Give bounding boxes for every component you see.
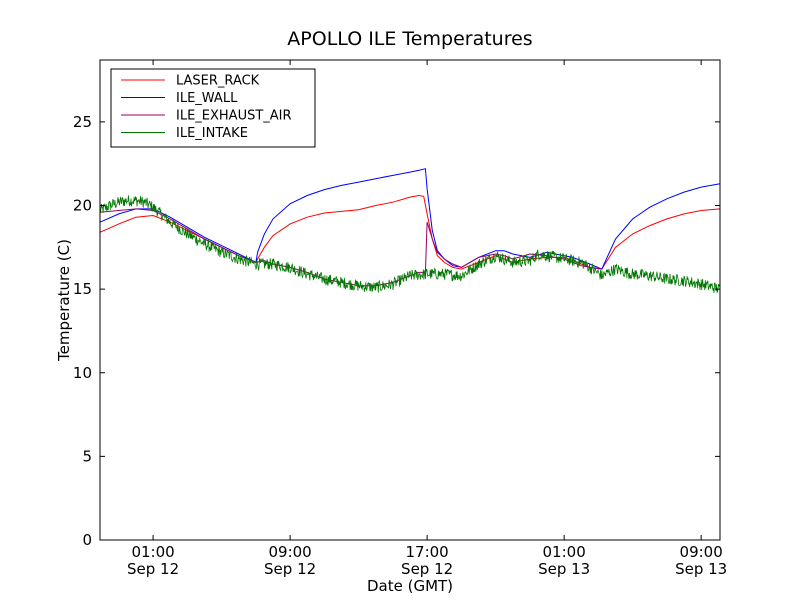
- x-tick-label-date: Sep 12: [401, 560, 453, 578]
- x-tick-label-time: 01:00: [131, 543, 174, 561]
- x-tick-label-date: Sep 13: [675, 560, 727, 578]
- legend: LASER_RACK ILE_WALL ILE_EXHAUST_AIR ILE_INT…: [110, 68, 316, 148]
- legend-label: LASER_RACK: [176, 74, 260, 89]
- series-line-ile-intake: [99, 195, 721, 294]
- legend-label: ILE_INTAKE: [176, 126, 248, 141]
- x-tick-label-time: 09:00: [680, 543, 723, 561]
- y-tick-label: 10: [73, 364, 92, 382]
- plot-frame: [99, 59, 721, 541]
- y-axis-label: Temperature (C): [55, 239, 73, 362]
- x-axis-label: Date (GMT): [367, 577, 453, 595]
- chart-title: APOLLO ILE Temperatures: [287, 28, 532, 50]
- x-tick-label-time: 01:00: [543, 543, 586, 561]
- series-line-ile-wall: [99, 168, 721, 270]
- series-layer: [99, 168, 721, 294]
- legend-label: ILE_WALL: [176, 91, 238, 106]
- x-tick-label-date: Sep 12: [127, 560, 179, 578]
- series-line-ile-exhaust-air: [99, 208, 602, 287]
- x-tick-label-time: 09:00: [268, 543, 311, 561]
- legend-label: ILE_EXHAUST_AIR: [176, 109, 292, 124]
- x-tick-label-date: Sep 12: [264, 560, 316, 578]
- x-tick-label-time: 17:00: [406, 543, 449, 561]
- y-tick-label: 25: [73, 113, 92, 131]
- legend-box: [110, 68, 316, 148]
- y-tick-label: 15: [73, 280, 92, 298]
- x-tick-label-date: Sep 13: [538, 560, 590, 578]
- y-tick-label: 20: [73, 197, 92, 215]
- y-tick-label: 0: [82, 531, 92, 549]
- y-tick-label: 5: [82, 447, 92, 465]
